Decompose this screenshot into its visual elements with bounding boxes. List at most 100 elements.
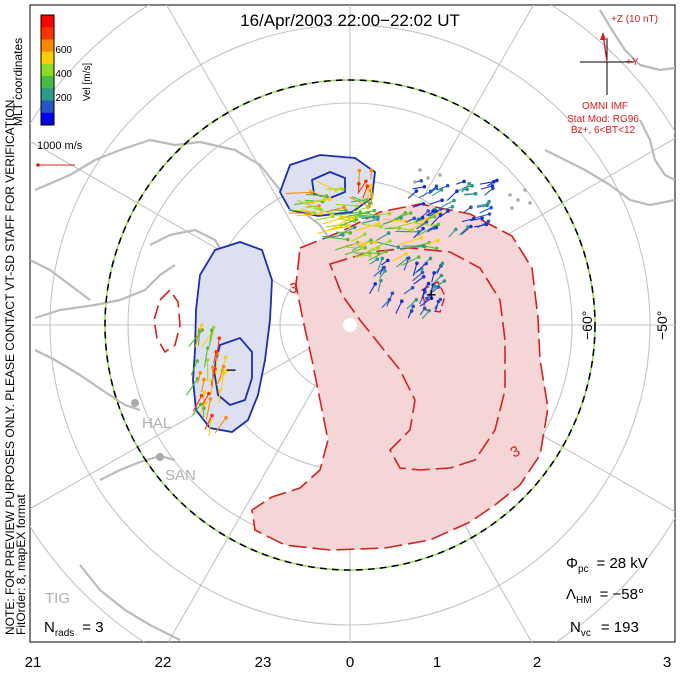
- velocity-vector: [332, 210, 346, 211]
- velocity-vector-origin: [440, 274, 444, 278]
- colorbar-segment: [41, 113, 54, 126]
- velocity-vector-origin: [381, 257, 385, 261]
- velocity-vector-origin: [472, 217, 476, 221]
- colorbar-segment: [41, 15, 54, 28]
- station-hal-label: HAL: [142, 415, 171, 432]
- velocity-vector-origin: [411, 305, 415, 309]
- velocity-vector-origin: [415, 262, 419, 266]
- velocity-vector-origin: [325, 194, 329, 198]
- velocity-vector-origin: [440, 198, 444, 202]
- velocity-vector-origin: [376, 217, 380, 221]
- velocity-vector-origin: [368, 253, 372, 257]
- velocity-vector-origin: [412, 217, 416, 221]
- velocity-vector-origin: [224, 416, 228, 420]
- velocity-vector-origin: [422, 275, 426, 279]
- mlt-tick-21: 21: [25, 654, 42, 671]
- velocity-vector-origin: [400, 299, 404, 303]
- station-san-label: SAN: [165, 467, 196, 484]
- velocity-vector-origin: [368, 201, 372, 205]
- velocity-vector-origin: [195, 359, 199, 363]
- velocity-vector-origin: [420, 236, 424, 240]
- velocity-vector-origin: [488, 212, 492, 216]
- velocity-vector-origin: [417, 255, 421, 259]
- velocity-vector-origin: [399, 216, 403, 220]
- velocity-vector-origin: [198, 330, 202, 334]
- velocity-vector-origin: [210, 328, 214, 332]
- velocity-vector-origin: [431, 209, 435, 213]
- velocity-vector-origin: [379, 279, 383, 283]
- velocity-vector-origin: [224, 356, 228, 360]
- velocity-vector-origin: [441, 262, 445, 266]
- velocity-vector-origin: [341, 188, 345, 192]
- latitude-label-60: −60°: [579, 311, 595, 340]
- potential-minimum-marker: −: [226, 360, 237, 380]
- velocity-vector-origin: [366, 206, 370, 210]
- velocity-vector-origin: [443, 279, 447, 283]
- negative-upper-cell: [280, 155, 375, 216]
- velocity-vector-origin: [370, 169, 374, 173]
- latitude-label-50: −50°: [654, 311, 670, 340]
- velocity-vector-origin: [386, 259, 390, 263]
- velocity-vector-origin: [415, 189, 419, 193]
- velocity-vector-origin: [366, 184, 370, 188]
- velocity-vector-origin: [421, 271, 425, 275]
- velocity-vector-origin: [421, 227, 425, 231]
- geomagnetic-pole-marker: [343, 318, 357, 332]
- fit-order-label: FitOrder: 8, mapEX format: [14, 494, 28, 635]
- velocity-vector: [212, 367, 213, 388]
- velocity-vector-origin: [362, 243, 366, 247]
- colorbar-label: Vel [m/s]: [82, 63, 93, 102]
- velocity-vector-origin: [404, 211, 408, 215]
- velocity-vector-origin: [372, 215, 376, 219]
- mlt-tick-22: 22: [155, 654, 172, 671]
- velocity-vector-origin: [218, 336, 222, 340]
- velocity-vector-origin: [364, 180, 368, 184]
- velocity-vector-origin: [405, 252, 409, 256]
- velocity-vector-origin: [387, 231, 391, 235]
- velocity-vector-origin: [207, 392, 211, 396]
- velocity-vector-origin: [423, 185, 427, 189]
- velocity-vector-origin: [439, 207, 443, 211]
- velocity-vector-origin: [222, 365, 226, 369]
- contour-label-left: 3: [289, 280, 297, 297]
- map-title: 16/Apr/2003 22:00−22:02 UT: [240, 11, 460, 30]
- velocity-vector-origin: [410, 229, 414, 233]
- velocity-vector-origin: [206, 346, 210, 350]
- velocity-vector-origin: [374, 240, 378, 244]
- velocity-vector-origin: [382, 266, 386, 270]
- colorbar-segment: [41, 88, 54, 101]
- velocity-vector-origin: [469, 225, 473, 229]
- station-san-marker: [156, 453, 164, 461]
- velocity-vector-origin: [210, 414, 214, 418]
- mlt-tick-0: 0: [346, 654, 354, 671]
- velocity-vector-origin: [411, 286, 415, 290]
- velocity-vector-origin: [429, 190, 433, 194]
- velocity-vector-origin: [199, 403, 203, 407]
- velocity-vector-origin: [317, 204, 321, 208]
- velocity-vector-origin: [491, 184, 495, 188]
- velocity-vector-origin: [373, 282, 377, 286]
- velocity-vector-origin: [388, 212, 392, 216]
- velocity-vector-origin: [369, 238, 373, 242]
- velocity-vector-origin: [202, 390, 206, 394]
- velocity-vector-origin: [367, 211, 371, 215]
- velocity-vector-origin: [462, 180, 466, 184]
- imf-y-label: +Y: [626, 57, 639, 68]
- velocity-vector-origin: [446, 209, 450, 213]
- velocity-vector-origin: [439, 213, 443, 217]
- velocity-vector-origin: [341, 233, 345, 237]
- velocity-vector-origin: [199, 371, 203, 375]
- velocity-vector-origin: [352, 216, 356, 220]
- colorbar-segment: [41, 27, 54, 40]
- velocity-vector-origin: [427, 309, 431, 313]
- velocity-vector-origin: [455, 189, 459, 193]
- velocity-vector-origin: [407, 256, 411, 260]
- velocity-vector-origin: [388, 239, 392, 243]
- imf-model: Stat Mod: RG96: [567, 114, 639, 125]
- mlt-tick-1: 1: [433, 654, 441, 671]
- velocity-vector-origin: [451, 205, 455, 209]
- imf-source: OMNI IMF: [582, 101, 628, 112]
- velocity-vector-origin: [355, 204, 359, 208]
- velocity-vector-origin: [435, 186, 439, 190]
